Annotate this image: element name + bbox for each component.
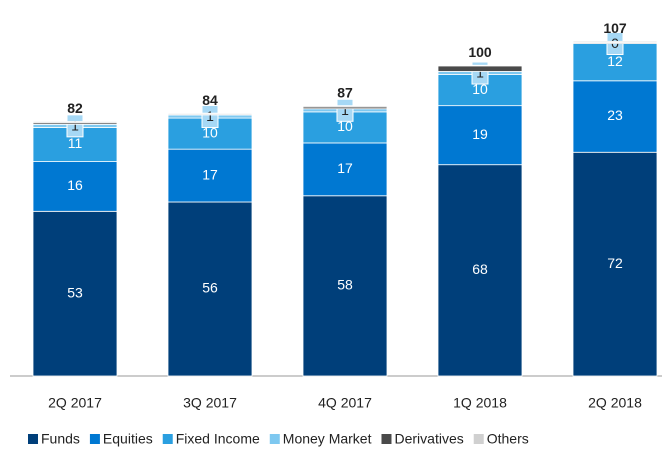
data-label: 10 (202, 124, 218, 140)
x-tick-label: 2Q 2017 (48, 395, 102, 411)
legend-swatch (381, 434, 392, 444)
bar-segment (32, 161, 118, 212)
total-label: 100 (468, 44, 492, 60)
legend-label: Money Market (283, 431, 372, 447)
x-tick-label: 4Q 2017 (318, 395, 372, 411)
bar-segment (302, 142, 388, 197)
legend-label: Derivatives (394, 431, 463, 447)
data-label: 53 (67, 284, 83, 300)
bar-segment (437, 65, 523, 72)
bar-segment (302, 195, 388, 377)
data-label-box (66, 114, 84, 138)
bar-segment (302, 105, 388, 108)
data-label-box (201, 105, 219, 129)
data-label: 68 (472, 261, 488, 277)
bar-segment (32, 210, 118, 377)
bar-segment (32, 121, 118, 124)
data-label: 72 (607, 255, 623, 271)
legend-label: Equities (103, 431, 153, 447)
data-label: 17 (337, 160, 353, 176)
data-label: 10 (337, 118, 353, 134)
bar-segment (572, 151, 658, 377)
x-tick-label: 2Q 2018 (588, 395, 642, 411)
bar-segment (572, 80, 658, 153)
legend-label: Funds (41, 431, 80, 447)
legend-swatch (28, 434, 38, 444)
data-label: 58 (337, 277, 353, 293)
data-label: 56 (202, 280, 218, 296)
data-label: 1 (476, 65, 484, 81)
data-label: 12 (607, 53, 623, 69)
bar-segment (167, 201, 253, 377)
data-label: 11 (68, 135, 83, 151)
data-label: 1 (341, 102, 349, 118)
data-label: 19 (472, 126, 488, 142)
total-label: 87 (337, 84, 353, 100)
legend-swatch (162, 434, 173, 444)
data-label: 1 (206, 108, 214, 124)
legend-label: Others (487, 431, 529, 447)
bar-segment (437, 64, 523, 67)
total-label: 107 (603, 20, 627, 36)
total-label: 82 (67, 100, 83, 116)
data-label: 16 (67, 177, 83, 193)
bar-segment (572, 40, 658, 43)
total-label: 84 (202, 92, 218, 108)
bar-segment (437, 105, 523, 166)
data-label: 1 (71, 118, 79, 134)
legend-swatch (89, 434, 100, 444)
bar-segment (167, 112, 253, 115)
data-label: 23 (607, 107, 623, 123)
data-label: 10 (472, 81, 488, 97)
bar-segment (437, 164, 523, 377)
x-tick-label: 3Q 2017 (183, 395, 237, 411)
data-label: 17 (202, 166, 218, 182)
legend-swatch (473, 434, 484, 444)
bar-segment (167, 148, 253, 203)
x-tick-label: 1Q 2018 (453, 395, 507, 411)
legend-swatch (269, 434, 280, 444)
data-label-box (336, 98, 354, 122)
legend-label: Fixed Income (176, 431, 260, 447)
